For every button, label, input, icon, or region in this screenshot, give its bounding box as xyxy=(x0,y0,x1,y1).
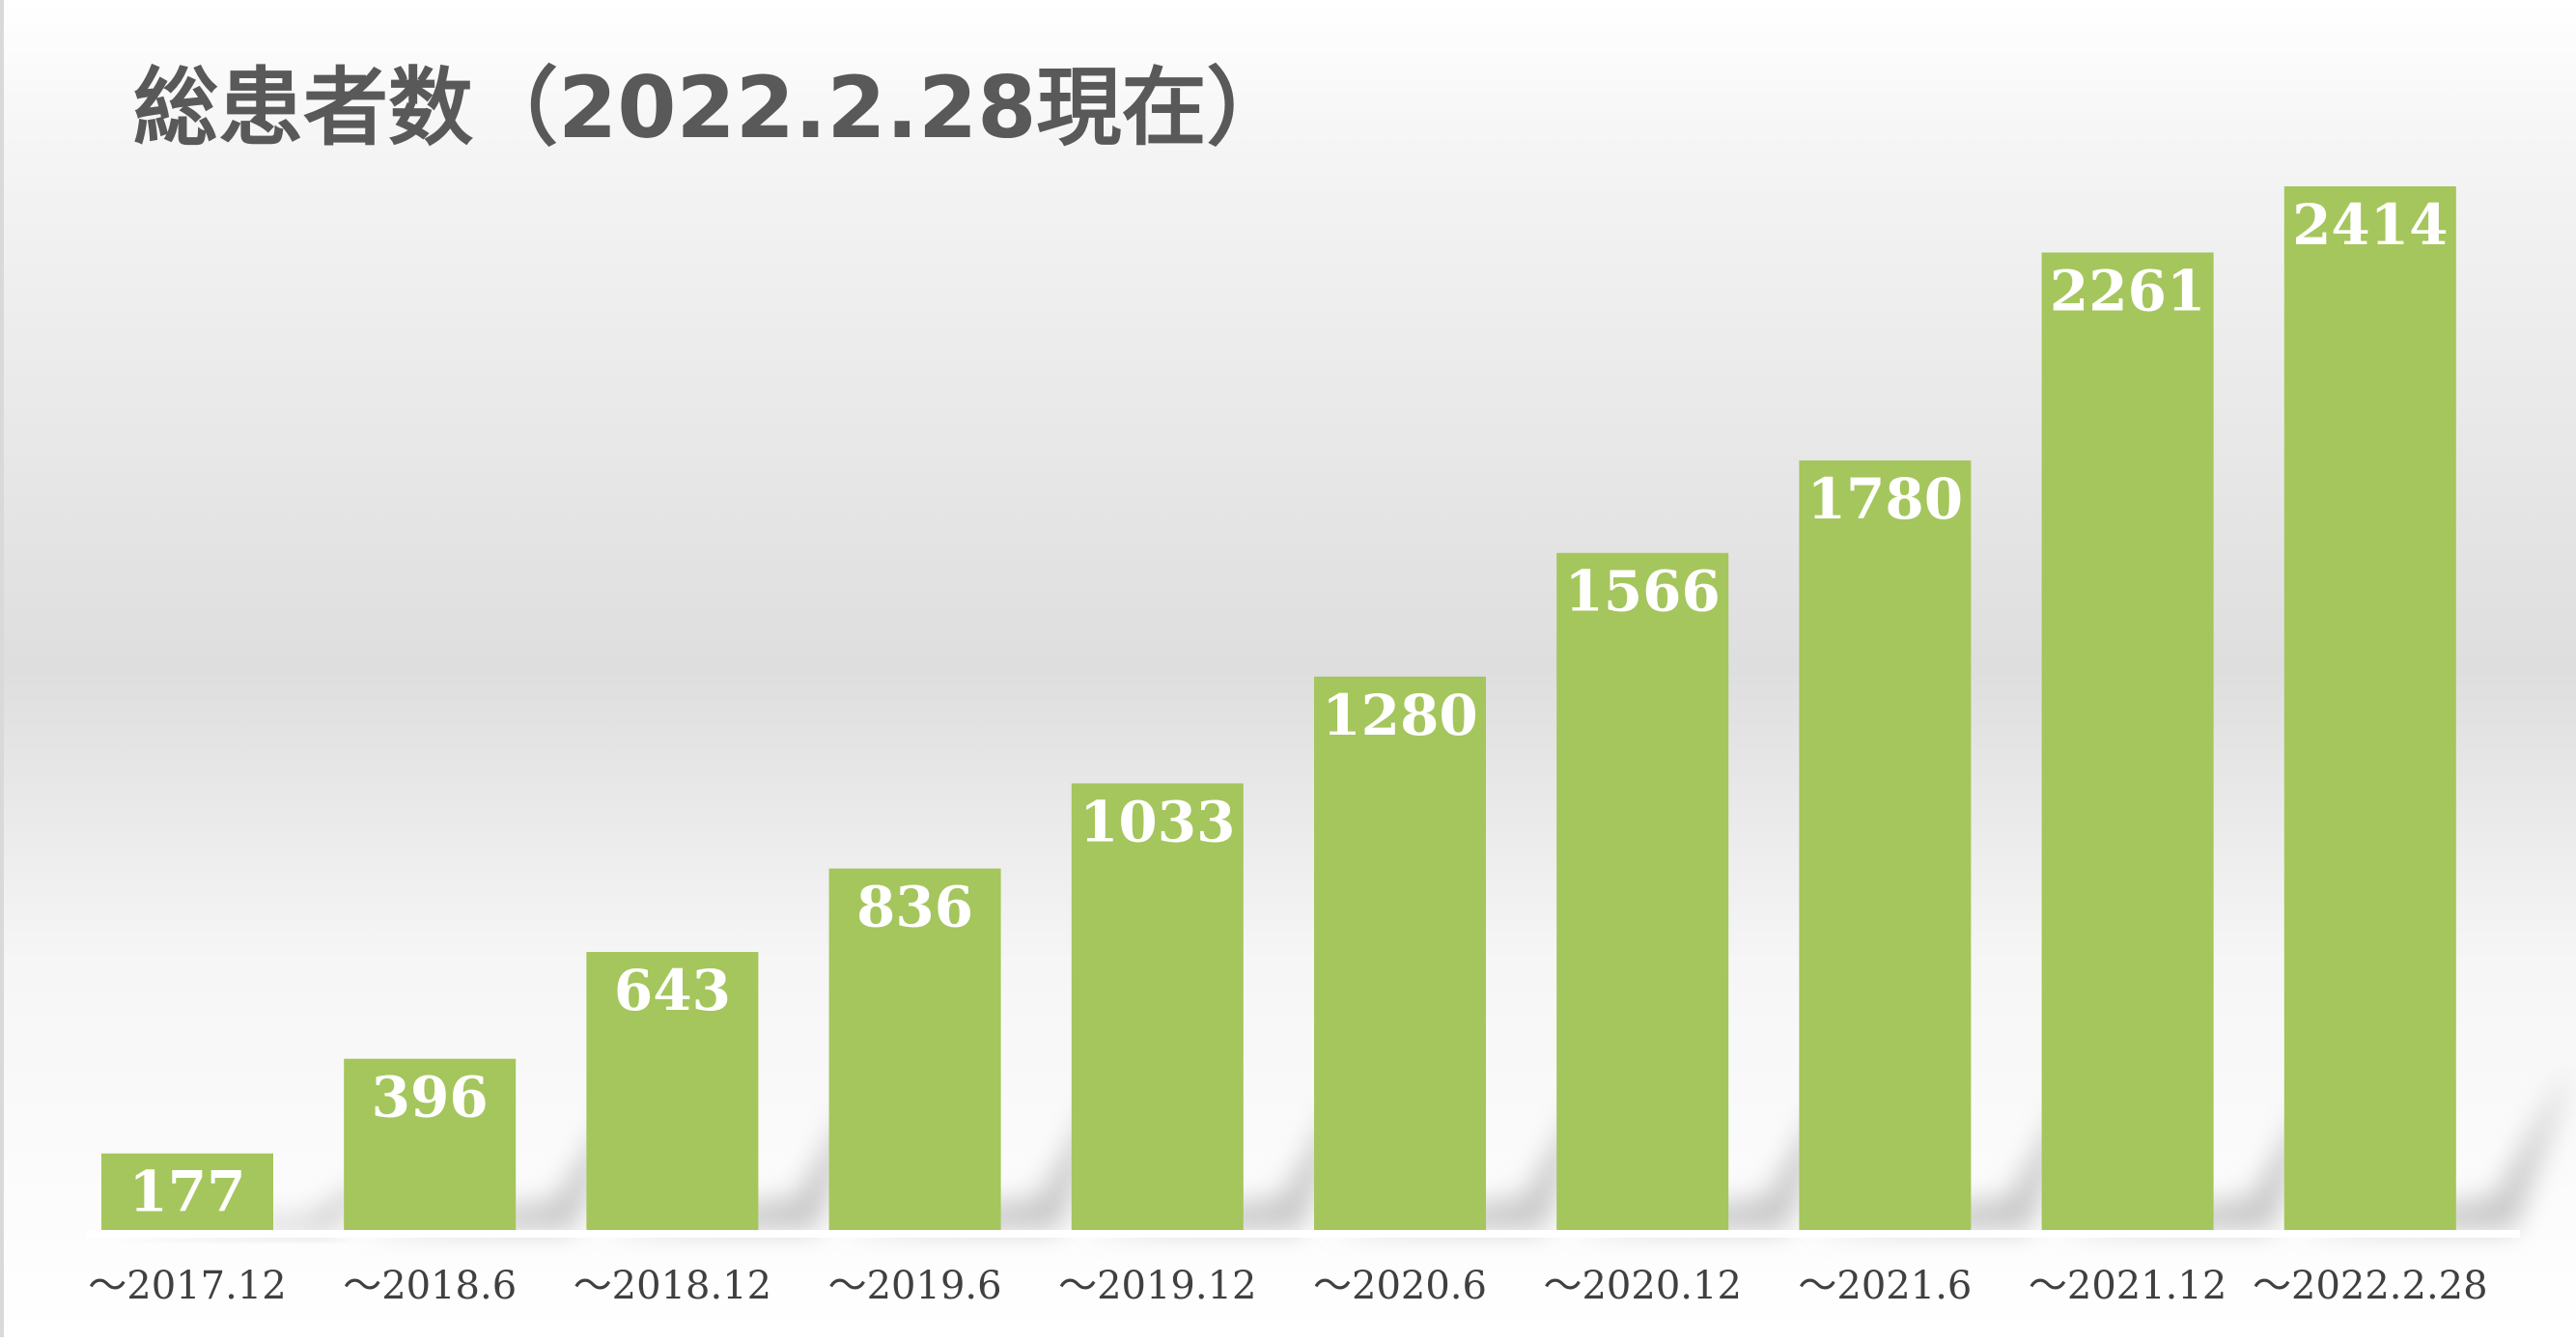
value-label: 396 xyxy=(372,1065,489,1131)
bar xyxy=(101,1153,273,1230)
bar-shadow xyxy=(2051,1066,2330,1230)
value-label: 177 xyxy=(128,1159,245,1225)
bar-shadow xyxy=(838,1066,1117,1230)
bar-shadow xyxy=(596,1066,875,1230)
bar xyxy=(1799,460,1972,1230)
bar-shadow xyxy=(2293,1066,2572,1230)
bars xyxy=(101,186,2456,1230)
bar xyxy=(586,952,759,1230)
x-tick-label: ～2019.12 xyxy=(1058,1264,1256,1308)
x-tick-label: ～2020.6 xyxy=(1313,1264,1487,1308)
value-label: 1033 xyxy=(1079,789,1235,854)
bar-shadow xyxy=(1566,1066,1845,1230)
value-label: 643 xyxy=(614,958,731,1023)
bar xyxy=(1071,783,1244,1230)
value-label: 836 xyxy=(856,875,973,940)
chart-left-edge xyxy=(0,0,4,1337)
x-tick-label: ～2017.12 xyxy=(88,1264,286,1308)
bar-shadow xyxy=(1808,1066,2087,1230)
bar xyxy=(2041,252,2214,1230)
bar-shadow xyxy=(111,1164,389,1230)
value-label: 1780 xyxy=(1807,466,1963,532)
bar-shadow xyxy=(1080,1066,1359,1230)
bar xyxy=(344,1058,517,1230)
bar xyxy=(828,868,1001,1230)
bar-shadow xyxy=(1324,1066,1602,1230)
value-labels: 177 396 643 836 1033 1280 1566 1780 2261 2414 xyxy=(128,192,2448,1225)
x-tick-label: ～2022.2.28 xyxy=(2253,1264,2488,1308)
x-tick-label: ～2021.6 xyxy=(1798,1264,1972,1308)
chart-title: 総患者数（2022.2.28現在） xyxy=(133,58,1291,157)
x-axis-baseline xyxy=(87,1230,2520,1238)
x-tick-label: ～2021.12 xyxy=(2029,1264,2226,1308)
value-label: 2414 xyxy=(2292,192,2448,258)
x-tick-label: ～2020.12 xyxy=(1543,1264,1741,1308)
bar xyxy=(2283,186,2456,1230)
bar xyxy=(1556,552,1729,1230)
value-label: 1280 xyxy=(1322,683,1477,748)
x-tick-label: ～2018.12 xyxy=(574,1264,771,1308)
bar-shadows xyxy=(111,1066,2572,1230)
x-tick-label: ～2018.6 xyxy=(343,1264,517,1308)
value-label: 2261 xyxy=(2050,259,2205,324)
x-tick-label: ～2019.6 xyxy=(828,1264,1002,1308)
x-tick-labels: ～2017.12 ～2018.6 ～2018.12 ～2019.6 ～2019.12 ～2… xyxy=(88,1264,2487,1308)
value-label: 1566 xyxy=(1564,559,1720,625)
bar xyxy=(1314,676,1486,1230)
bar-shadow xyxy=(353,1084,632,1230)
